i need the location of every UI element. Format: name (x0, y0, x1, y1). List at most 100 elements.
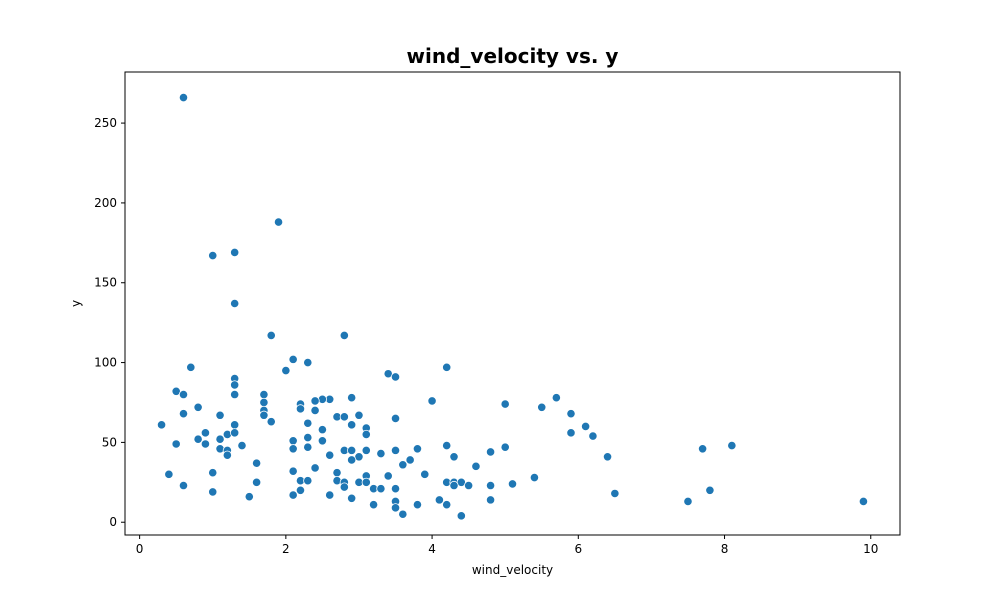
data-point (295, 404, 306, 414)
data-point (215, 410, 225, 420)
data-point (208, 468, 218, 478)
data-point (347, 455, 357, 465)
x-tick-label: 0 (136, 542, 144, 556)
data-point (178, 480, 189, 491)
data-point (390, 445, 401, 455)
x-tick-label: 8 (721, 542, 729, 556)
data-point (230, 389, 240, 400)
data-point (456, 511, 466, 521)
data-point (303, 418, 313, 428)
data-point (244, 492, 254, 502)
data-point (420, 469, 430, 479)
data-point (449, 480, 459, 491)
data-point (164, 469, 174, 479)
data-point (434, 495, 444, 505)
data-point (288, 444, 298, 454)
data-point (230, 428, 240, 438)
x-tick-label: 10 (863, 542, 878, 556)
data-point (537, 402, 547, 412)
data-point (193, 402, 203, 412)
data-point (398, 460, 408, 470)
y-tick-label: 100 (94, 356, 117, 370)
data-point (383, 471, 393, 481)
data-point (230, 380, 240, 390)
data-point (215, 434, 225, 444)
data-point (252, 458, 262, 468)
data-point (412, 500, 423, 510)
data-point (303, 433, 313, 443)
data-point (222, 450, 232, 460)
data-point (339, 412, 349, 422)
data-point (339, 482, 349, 492)
data-point (339, 330, 349, 341)
data-point (303, 476, 313, 486)
data-point (602, 452, 613, 462)
data-point (581, 421, 591, 432)
data-point (303, 357, 313, 368)
data-point (858, 496, 869, 507)
data-point (237, 440, 247, 451)
data-point (230, 247, 240, 258)
data-point (303, 442, 313, 452)
data-point (390, 484, 401, 494)
data-point (376, 484, 386, 494)
data-point (288, 466, 298, 476)
data-point (361, 429, 371, 440)
data-point (347, 393, 357, 403)
x-tick-label: 2 (282, 542, 290, 556)
data-point (354, 410, 364, 420)
data-point (310, 463, 320, 473)
data-point (288, 490, 298, 500)
y-tick-label: 0 (109, 515, 117, 529)
data-point (390, 503, 401, 513)
data-point (266, 330, 276, 341)
data-point (156, 420, 167, 430)
data-point (427, 396, 437, 406)
data-point (500, 399, 510, 409)
data-point (390, 372, 401, 382)
data-point (500, 442, 510, 452)
data-point (464, 480, 474, 491)
data-point (683, 496, 693, 507)
data-point (551, 393, 561, 403)
data-point (325, 490, 335, 500)
data-point (186, 362, 196, 372)
chart-title: wind_velocity vs. y (407, 44, 619, 68)
data-point (310, 396, 320, 406)
data-point (347, 445, 357, 455)
data-point (442, 500, 452, 510)
data-point (507, 479, 518, 489)
data-points (156, 92, 869, 521)
data-point (325, 450, 335, 460)
y-axis-label: y (69, 300, 83, 307)
data-point (230, 420, 240, 430)
data-point (368, 500, 379, 510)
data-point (566, 409, 576, 419)
y-tick-label: 250 (94, 116, 117, 130)
data-point (566, 428, 576, 438)
data-point (288, 354, 298, 364)
data-point (390, 413, 401, 424)
data-point (310, 405, 320, 416)
data-point (485, 480, 496, 491)
data-point (485, 447, 496, 457)
data-point (259, 410, 269, 420)
data-point (442, 362, 452, 372)
plot-area (125, 72, 900, 535)
x-tick-label: 4 (428, 542, 436, 556)
data-point (412, 444, 423, 454)
data-point (361, 477, 371, 487)
data-point (529, 472, 540, 483)
data-point (376, 448, 386, 459)
data-point (193, 434, 203, 444)
data-point (347, 420, 357, 430)
data-point (610, 488, 620, 499)
x-tick-label: 6 (574, 542, 582, 556)
data-point (288, 436, 298, 446)
data-point (449, 452, 459, 462)
data-point (471, 461, 481, 471)
data-point (200, 439, 211, 449)
data-point (178, 92, 189, 103)
data-point (266, 417, 276, 427)
